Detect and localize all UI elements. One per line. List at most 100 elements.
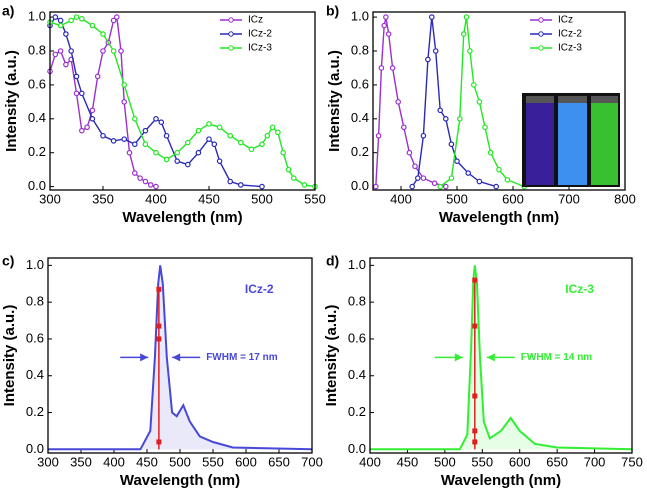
red-point [472,439,478,445]
point [389,65,396,71]
point [264,132,271,139]
x-tick-label: 800 [614,191,636,206]
point [448,175,455,181]
panel: c) 300 350 400 450 500 550 600 650 700 0.0 0.2 0.4 0.… [1,253,323,489]
y-axis-title: Intensity (a.u.) [1,305,18,407]
point [68,48,75,54]
point [163,132,170,139]
y-tick-label: 0.6 [351,76,369,91]
x-tick-label: 700 [301,454,323,469]
series-line [50,16,315,188]
x-axis-title: Wavelength (nm) [122,209,242,226]
y-tick-label: 1.0 [28,9,46,24]
point [496,166,502,173]
point [206,121,212,127]
point [385,31,392,37]
annotation: ICz-2 [245,282,274,296]
point [442,183,449,190]
legend-marker [228,17,234,23]
y-tick-label: 0.6 [26,330,44,345]
point [437,107,444,114]
point [174,149,181,156]
point [476,178,483,185]
x-tick-label: 500 [169,454,191,469]
point [206,136,212,142]
y-tick-label: 0.0 [348,441,366,456]
legend-label: ICz [558,15,573,26]
point [420,175,427,181]
point [425,56,431,63]
legend-label: ICz-3 [558,43,582,54]
panel-label: d) [326,253,339,269]
legend-label: ICz [248,15,263,26]
vial [591,103,618,185]
point [290,175,297,181]
point [185,139,191,146]
point [153,149,159,156]
fwhm-label: FWHM = 17 nm [206,352,278,363]
red-point [472,393,478,399]
point [137,175,143,181]
y-tick-label: 0.4 [28,110,46,125]
y-tick-label: 0.2 [26,404,44,419]
red-point [156,323,162,329]
point [94,73,101,80]
point [132,116,138,122]
point [375,132,382,139]
y-tick-label: 1.0 [348,257,366,272]
x-tick-label: 600 [235,454,257,469]
x-tick-label: 450 [136,454,158,469]
vial [526,103,554,185]
x-tick-label: 550 [304,191,326,206]
x-tick-label: 650 [546,454,568,469]
y-tick-label: 0.0 [351,178,369,193]
legend-marker [538,17,544,23]
point [110,17,117,24]
point [412,163,418,170]
point [428,14,435,20]
fwhm-arrowhead [486,353,495,362]
point [280,149,287,156]
x-tick-label: 350 [70,454,92,469]
point [100,31,106,37]
vial-cap [558,96,587,103]
x-axis-title: Wavelength (nm) [120,472,240,489]
x-tick-label: 550 [471,454,493,469]
y-axis-title: Intensity (a.u.) [323,305,340,407]
point [132,170,138,176]
point [216,124,223,131]
plot-frame [49,11,316,191]
vial-cap [591,96,618,103]
point [126,149,133,156]
y-tick-label: 0.0 [26,441,44,456]
point [63,61,69,68]
point [121,99,128,105]
panel: a) 300 350 400 450 500 550 0.0 0.2 0.4 0.6 0.8 1.0 Wa… [2,3,326,226]
x-axis-title: Wavelength (nm) [441,472,561,489]
point [147,182,154,188]
series-line [50,16,263,188]
y-axis-title: Intensity (a.u.) [326,50,343,152]
point [448,141,455,148]
point [153,116,159,122]
point [163,156,170,163]
point [73,73,80,80]
x-tick-label: 600 [502,191,524,206]
point [504,177,511,183]
point [269,124,276,131]
point [372,183,379,190]
y-tick-label: 0.4 [26,367,44,382]
point [79,15,85,22]
panel-label: b) [326,3,339,19]
x-tick-label: 750 [621,454,643,469]
point [482,124,488,131]
point [259,141,265,148]
point [158,119,165,125]
point [73,90,80,97]
point [57,17,64,24]
legend-marker [538,45,544,51]
point [381,22,388,29]
point [460,31,467,37]
